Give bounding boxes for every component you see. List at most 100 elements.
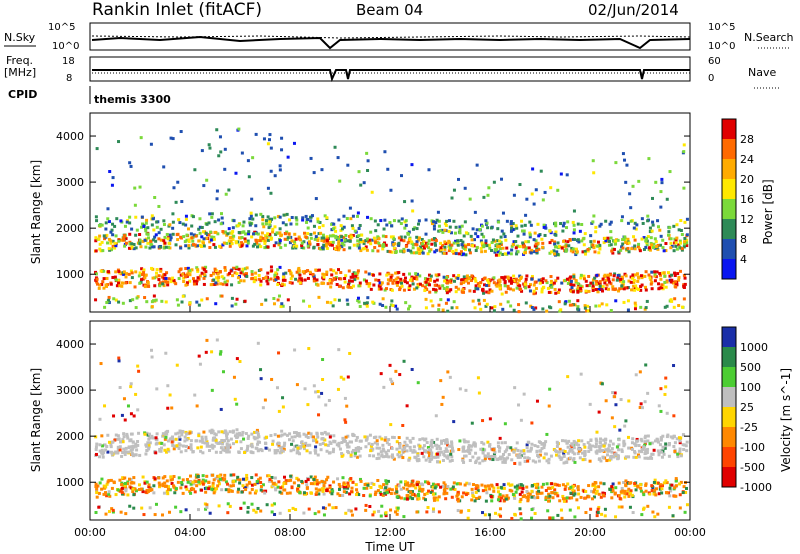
- data-pixel: [625, 163, 629, 167]
- data-pixel: [306, 269, 310, 273]
- data-pixel: [568, 303, 572, 307]
- data-pixel: [146, 281, 150, 285]
- data-pixel: [396, 276, 400, 280]
- data-pixel: [515, 286, 519, 290]
- data-pixel: [379, 450, 383, 454]
- data-pixel: [568, 447, 572, 451]
- data-pixel: [435, 278, 439, 282]
- data-pixel: [570, 448, 574, 452]
- data-pixel: [568, 508, 572, 512]
- data-pixel: [432, 287, 436, 291]
- data-pixel: [193, 243, 197, 247]
- data-pixel: [596, 507, 600, 511]
- data-pixel: [611, 287, 615, 291]
- data-pixel: [101, 249, 105, 253]
- data-pixel: [476, 376, 480, 380]
- data-pixel: [499, 235, 503, 239]
- data-pixel: [166, 487, 170, 491]
- data-pixel: [665, 491, 669, 495]
- data-pixel: [605, 303, 609, 307]
- data-pixel: [97, 455, 101, 459]
- data-pixel: [376, 489, 380, 493]
- data-pixel: [496, 245, 500, 249]
- data-pixel: [424, 449, 428, 453]
- data-pixel: [205, 338, 209, 342]
- data-pixel: [439, 298, 443, 302]
- data-pixel: [437, 303, 441, 307]
- data-pixel: [579, 286, 583, 290]
- data-pixel: [625, 492, 629, 496]
- data-pixel: [111, 176, 115, 180]
- data-pixel: [462, 234, 466, 238]
- data-pixel: [218, 352, 222, 356]
- data-pixel: [300, 479, 304, 483]
- data-pixel: [218, 441, 222, 445]
- data-pixel: [171, 220, 175, 224]
- data-pixel: [353, 278, 357, 282]
- data-pixel: [399, 235, 403, 239]
- data-pixel: [434, 221, 438, 225]
- data-pixel: [259, 377, 263, 381]
- data-pixel: [223, 449, 227, 453]
- data-pixel: [674, 494, 678, 498]
- data-pixel: [169, 475, 173, 479]
- data-pixel: [631, 511, 635, 515]
- data-pixel: [290, 435, 294, 439]
- data-pixel: [597, 485, 601, 489]
- data-pixel: [238, 481, 242, 485]
- data-pixel: [450, 306, 454, 310]
- data-pixel: [369, 444, 373, 448]
- data-pixel: [632, 278, 636, 282]
- data-pixel: [215, 338, 219, 342]
- data-pixel: [309, 491, 313, 495]
- data-pixel: [285, 212, 289, 216]
- data-pixel: [210, 431, 214, 435]
- data-pixel: [405, 443, 409, 447]
- data-pixel: [591, 159, 595, 163]
- data-pixel: [116, 434, 120, 438]
- data-pixel: [572, 209, 576, 213]
- data-pixel: [208, 246, 212, 250]
- nsearch-tick-top: 10^5: [708, 22, 735, 33]
- data-pixel: [431, 455, 435, 459]
- data-pixel: [235, 432, 239, 436]
- data-pixel: [328, 234, 332, 238]
- data-pixel: [445, 288, 449, 292]
- data-pixel: [356, 455, 360, 459]
- data-pixel: [281, 396, 285, 400]
- x-tick-label: 20:00: [574, 526, 606, 539]
- data-pixel: [171, 137, 175, 141]
- data-pixel: [153, 513, 157, 517]
- data-pixel: [334, 236, 338, 240]
- data-pixel: [381, 443, 385, 447]
- data-pixel: [205, 444, 209, 448]
- data-pixel: [318, 225, 322, 229]
- data-pixel: [356, 271, 360, 275]
- data-pixel: [437, 229, 441, 233]
- data-pixel: [197, 480, 201, 484]
- data-pixel: [335, 283, 339, 287]
- data-pixel: [617, 494, 621, 498]
- data-pixel: [162, 165, 166, 169]
- data-pixel: [337, 248, 341, 252]
- data-pixel: [259, 212, 263, 216]
- data-pixel: [649, 282, 653, 286]
- data-pixel: [290, 239, 294, 243]
- data-pixel: [278, 511, 282, 515]
- data-pixel: [109, 443, 113, 447]
- data-pixel: [471, 455, 475, 459]
- data-pixel: [365, 304, 369, 308]
- data-pixel: [285, 230, 289, 234]
- data-pixel: [148, 489, 152, 493]
- y-tick-label: 4000: [56, 338, 84, 351]
- data-pixel: [204, 350, 208, 354]
- data-pixel: [498, 436, 502, 440]
- data-pixel: [566, 375, 570, 379]
- data-pixel: [188, 489, 192, 493]
- data-pixel: [215, 128, 219, 132]
- data-pixel: [406, 481, 410, 485]
- data-pixel: [197, 239, 201, 243]
- data-pixel: [307, 431, 311, 435]
- data-pixel: [369, 449, 373, 453]
- data-pixel: [281, 445, 285, 449]
